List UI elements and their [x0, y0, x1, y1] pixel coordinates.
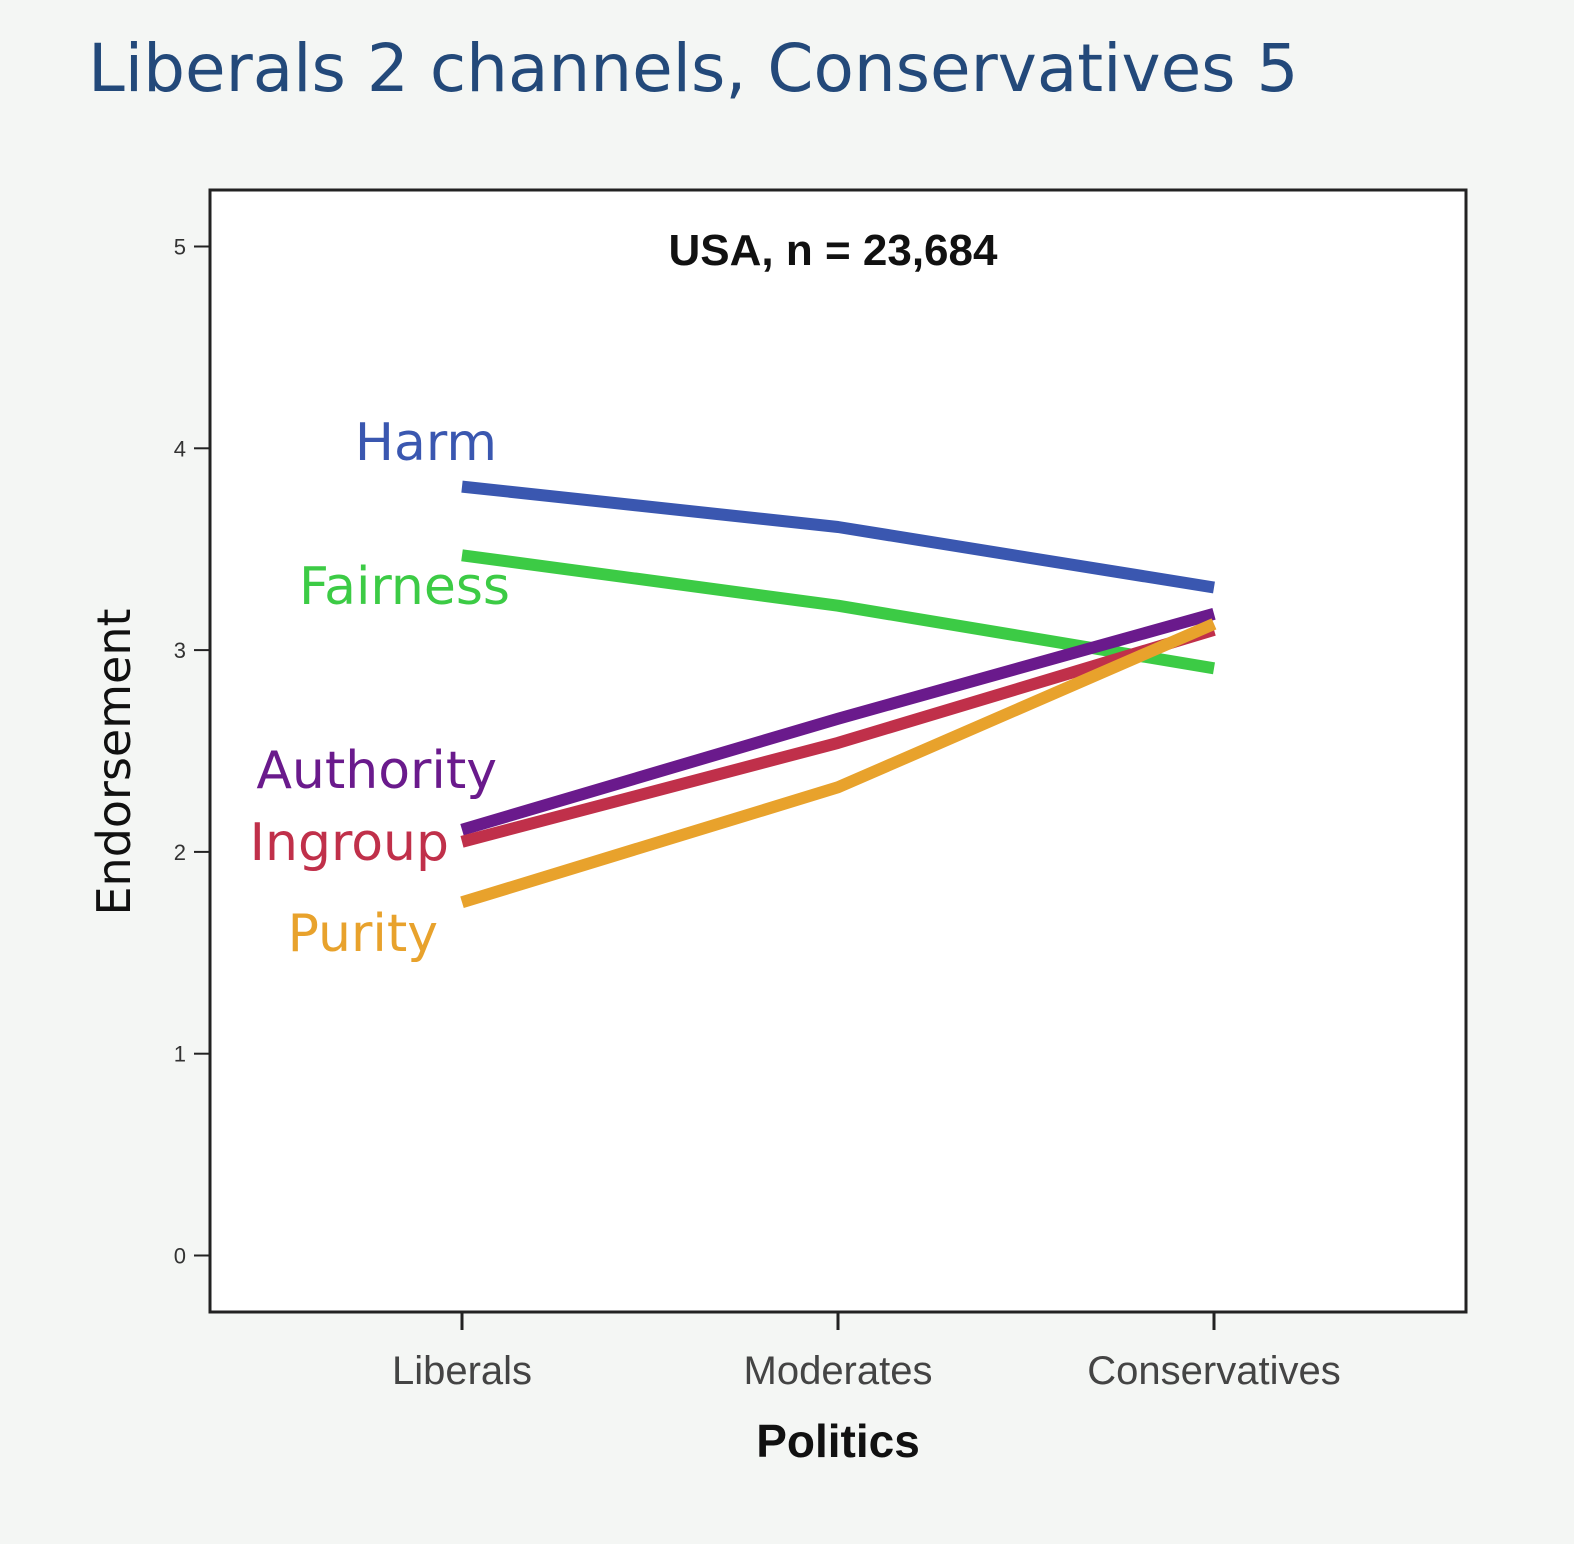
y-tick-label: 4 — [174, 436, 186, 461]
y-tick-label: 5 — [174, 235, 186, 260]
series-label-fairness: Fairness — [299, 557, 510, 617]
x-tick-label: Moderates — [744, 1349, 933, 1393]
series-label-ingroup: Ingroup — [250, 813, 449, 873]
series-label-authority: Authority — [256, 741, 497, 801]
series-layer: Harm Fairness Authority Ingroup Purity — [250, 413, 1217, 964]
y-axis-title: Endorsement — [87, 608, 141, 915]
slide-title: Liberals 2 channels, Conservatives 5 — [88, 30, 1299, 107]
series-label-purity: Purity — [288, 904, 438, 964]
y-tick-label: 1 — [174, 1042, 186, 1067]
series-line-authority — [460, 608, 1216, 836]
y-tick-label: 3 — [174, 638, 186, 663]
x-tick-label: Conservatives — [1087, 1349, 1340, 1393]
chart-title: USA, n = 23,684 — [669, 226, 998, 275]
x-tick-label: Liberals — [392, 1349, 532, 1393]
series-line-purity — [460, 618, 1217, 909]
plot-area-frame — [208, 188, 1468, 1314]
y-tick-label: 2 — [174, 840, 186, 865]
series-label-harm: Harm — [355, 413, 497, 473]
x-axis-title: Politics — [756, 1415, 920, 1467]
series-line-ingroup — [460, 624, 1216, 848]
y-tick-label: 0 — [174, 1243, 186, 1268]
axes-layer: 0 1 2 3 4 5 Liberals Moderates Conservatives — [174, 235, 1341, 1393]
series-line-harm — [461, 480, 1215, 594]
